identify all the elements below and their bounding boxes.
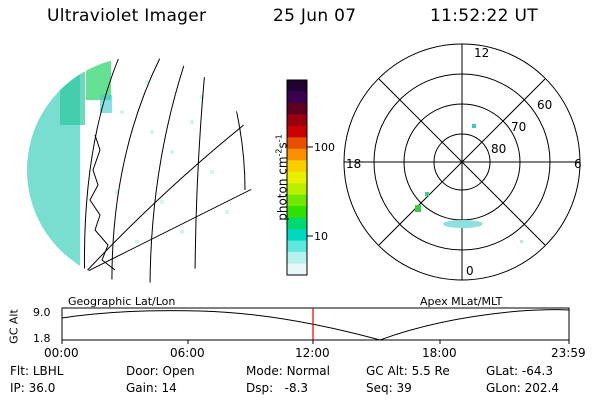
status-door: Door: Open	[126, 364, 195, 378]
status-glat: GLat: -64.3	[486, 364, 553, 378]
status-dsp: Dsp: -8.3	[246, 381, 309, 395]
colorbar-segment	[287, 148, 307, 161]
colorbar-segment	[287, 91, 307, 104]
colorbar-segment	[287, 171, 307, 184]
colorbar-segment	[287, 217, 307, 230]
observation-time: 11:52:22 UT	[430, 6, 538, 26]
timeline-ytick-top: 9.0	[33, 306, 51, 319]
status-gain: Gain: 14	[126, 381, 177, 395]
colorbar-segment	[287, 80, 307, 93]
status-mode: Mode: Normal	[246, 364, 330, 378]
timeline-ylabel: GC Alt	[7, 309, 21, 344]
mlt-label-6: 6	[574, 157, 582, 171]
mlat-label-80: 80	[491, 142, 507, 156]
lat-lon-grid	[29, 57, 253, 283]
colorbar-segment	[287, 263, 307, 276]
mlt-label-0: 0	[466, 264, 474, 278]
timeline-frame	[61, 307, 570, 341]
colorbar-segment	[287, 194, 307, 207]
timeline-xtick-1200: 12:00	[295, 346, 330, 360]
mlat-label-70: 70	[511, 120, 527, 134]
geographic-caption: Geographic Lat/Lon	[68, 295, 176, 308]
timeline-xtick-1800: 18:00	[422, 346, 457, 360]
colorbar-segment	[287, 125, 307, 138]
colorbar-tick-100: 100	[314, 141, 335, 154]
timeline-xtick-2359: 23:59	[551, 346, 586, 360]
background-speckle	[115, 80, 229, 244]
altitude-curve	[61, 309, 570, 341]
instrument-title: Ultraviolet Imager	[47, 6, 207, 26]
colorbar-segment	[287, 206, 307, 219]
colorbar-segment	[287, 102, 307, 116]
status-glon: GLon: 202.4	[486, 381, 559, 395]
colorbar-segment	[287, 114, 307, 127]
mlt-label-12: 12	[474, 46, 490, 60]
mlt-label-18: 18	[346, 157, 362, 171]
mlat-label-60: 60	[537, 98, 553, 112]
timeline-xtick-0600: 06:00	[170, 346, 205, 360]
mlt-diagonal-2	[378, 78, 546, 246]
colorbar-segment	[287, 183, 307, 196]
status-filter: Flt: LBHL	[10, 364, 64, 378]
apex-caption: Apex MLat/MLT	[420, 295, 503, 308]
coastline	[89, 134, 116, 271]
status-seq: Seq: 39	[366, 381, 412, 395]
status-ip: IP: 36.0	[10, 381, 56, 395]
status-gc-alt: GC Alt: 5.5 Re	[366, 364, 450, 378]
colorbar-segment	[287, 137, 307, 150]
polar-emission-spots	[415, 124, 523, 243]
colorbar-segment	[287, 229, 307, 242]
timeline-ytick-bottom: 1.8	[33, 332, 51, 345]
colorbar-tick-10: 10	[314, 230, 328, 243]
colorbar-segment	[287, 240, 307, 253]
colorbar-segment	[287, 252, 307, 265]
colorbar-segment	[287, 160, 307, 173]
timeline-xtick-0000: 00:00	[44, 346, 79, 360]
observation-date: 25 Jun 07	[273, 6, 357, 26]
